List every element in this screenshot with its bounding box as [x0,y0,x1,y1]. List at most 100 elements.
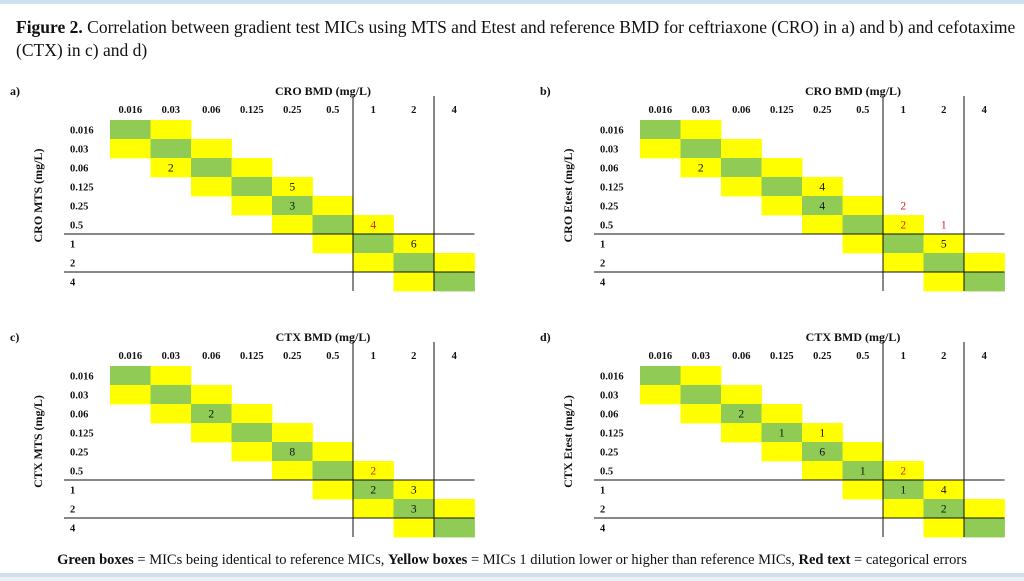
row-tick-label: 2 [70,505,75,516]
green-cell [964,272,1005,292]
yellow-cell [150,404,192,424]
green-cell [761,177,803,197]
row-tick-label: 0.125 [600,183,624,194]
green-cell [272,442,313,462]
yellow-cell [434,253,475,273]
column-tick-label: 0.016 [648,351,672,362]
yellow-cell [272,215,313,235]
row-tick-label: 0.25 [70,448,88,459]
yellow-cell [923,234,965,254]
legend-green-text: = MICs being identical to reference MICs… [133,552,388,568]
yellow-cell [680,158,722,178]
yellow-cell [761,158,803,178]
green-cell [640,366,681,386]
yellow-cell [110,139,151,159]
legend-green-label: Green boxes [57,552,134,568]
row-tick-label: 0.25 [70,202,88,213]
yellow-cell [393,272,435,292]
yellow-cell [842,234,884,254]
green-cell [272,196,313,216]
row-tick-label: 4 [600,524,606,535]
legend-yellow-text: = MICs 1 dilution lower or higher than r… [467,552,799,568]
row-tick-label: 0.125 [600,429,624,440]
column-tick-label: 0.016 [118,351,142,362]
figure-label: Figure 2. [16,17,83,37]
cell-count: 6 [819,447,825,459]
yellow-cell [272,177,313,197]
row-tick-label: 0.06 [600,164,618,175]
row-tick-label: 4 [70,524,76,535]
green-cell [231,423,273,443]
yellow-cell [680,120,722,140]
column-tick-label: 2 [941,351,946,362]
yellow-cell [802,177,843,197]
green-cell [923,253,965,273]
yellow-cell [923,518,965,538]
green-cell [802,196,843,216]
cell-count: 6 [411,239,417,251]
yellow-cell [640,139,681,159]
row-tick-label: 0.25 [600,202,618,213]
green-cell [802,442,843,462]
row-axis-title: CRO MTS (mg/L) [31,149,45,243]
panel-c: c) CTX BMD (mg/L) CTX MTS (mg/L) 0.016 0.03 0… [10,330,475,538]
column-tick-label: 0.016 [118,105,142,116]
green-cell [883,234,924,254]
row-tick-label: 2 [600,505,605,516]
row-tick-label: 1 [70,240,75,251]
row-tick-label: 0.03 [70,145,88,156]
yellow-cell [393,518,435,538]
yellow-cell [761,196,803,216]
cell-count: 3 [411,485,417,497]
column-tick-label: 0.016 [648,105,672,116]
yellow-cell [680,404,722,424]
column-tick-label: 0.03 [692,105,710,116]
green-cell [191,158,232,178]
yellow-cell [231,196,273,216]
column-tick-label: 0.03 [692,351,710,362]
green-cell [883,480,924,500]
green-cell [434,272,475,292]
yellow-cell [883,215,924,235]
green-cell [640,120,681,140]
yellow-cell [191,177,232,197]
row-tick-label: 2 [70,259,75,270]
yellow-cell [964,253,1005,273]
cell-count: 2 [168,163,174,175]
cell-count: 5 [941,239,947,251]
yellow-cell [923,272,965,292]
column-tick-label: 0.06 [202,105,220,116]
yellow-cell [393,234,435,254]
yellow-cell [272,461,313,481]
green-cell [393,499,435,519]
legend-red-text: = categorical errors [850,552,967,568]
green-cell [923,499,965,519]
figure-caption: Figure 2. Correlation between gradient t… [16,16,1016,62]
column-tick-label: 0.03 [162,351,180,362]
yellow-cell [434,499,475,519]
yellow-cell [842,196,884,216]
panel-b: b) CRO BMD (mg/L) CRO Etest (mg/L) 0.016 0.0… [540,84,1005,292]
cell-count: 3 [289,201,295,213]
yellow-cell [842,442,884,462]
column-tick-label: 4 [982,105,988,116]
row-tick-label: 1 [600,240,605,251]
row-tick-label: 0.016 [600,126,624,137]
yellow-cell [802,215,843,235]
categorical-error-count: 1 [941,220,947,232]
row-tick-label: 0.06 [70,164,88,175]
figure-caption-text: Correlation between gradient test MICs u… [16,17,1016,60]
yellow-cell [353,215,394,235]
row-tick-label: 0.5 [600,221,613,232]
row-tick-label: 0.016 [70,372,94,383]
categorical-error-count: 2 [900,466,906,478]
heatmap-panels: a) CRO BMD (mg/L) CRO MTS (mg/L) 0.016 0.03 0… [10,84,1005,538]
yellow-cell [191,385,232,405]
cell-count: 2 [941,504,947,516]
yellow-cell [312,196,354,216]
column-tick-label: 0.06 [732,105,750,116]
column-tick-label: 0.125 [770,351,794,362]
column-tick-label: 1 [901,351,906,362]
row-tick-label: 0.25 [600,448,618,459]
